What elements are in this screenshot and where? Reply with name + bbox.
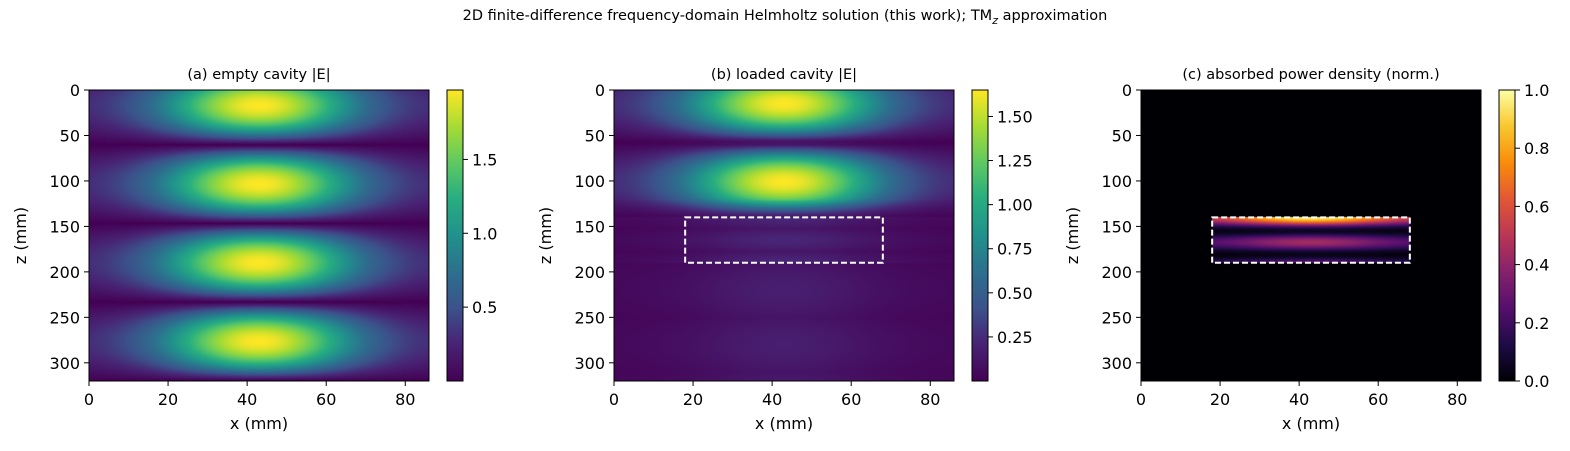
colorbar-tick-label: 1.5 bbox=[472, 150, 497, 169]
y-tick-label: 300 bbox=[574, 354, 605, 373]
x-tick-label: 60 bbox=[1368, 390, 1388, 409]
y-tick-label: 200 bbox=[49, 263, 80, 282]
colorbar-tick-label: 0.50 bbox=[997, 284, 1033, 303]
y-tick-label: 100 bbox=[1101, 172, 1132, 191]
x-axis-label: x (mm) bbox=[230, 414, 288, 433]
x-tick-label: 60 bbox=[316, 390, 336, 409]
y-tick-label: 0 bbox=[595, 81, 605, 100]
y-tick-label: 200 bbox=[574, 263, 605, 282]
y-tick-label: 0 bbox=[70, 81, 80, 100]
colorbar-gradient bbox=[971, 89, 989, 382]
x-tick-label: 20 bbox=[683, 390, 703, 409]
axes-frame bbox=[613, 89, 955, 382]
colorbar: 0.0 0.2 0.4 0.6 0.8 1.0 bbox=[1498, 81, 1549, 391]
colorbar-tick-label: 1.50 bbox=[997, 107, 1033, 126]
colorbar-tick-label: 0.2 bbox=[1524, 314, 1549, 333]
panel-absorbed-power: (c) absorbed power density (norm.) 0 20 40 6… bbox=[1063, 67, 1549, 433]
panel-empty-cavity: (a) empty cavity |E| 0 20 40 60 80 0 50 100 150 20… bbox=[11, 67, 497, 433]
x-tick-label: 60 bbox=[841, 390, 861, 409]
panel-title: (c) absorbed power density (norm.) bbox=[1182, 67, 1439, 83]
axes-frame bbox=[1140, 89, 1482, 382]
x-tick-label: 80 bbox=[1447, 390, 1467, 409]
x-tick-label: 20 bbox=[1210, 390, 1230, 409]
load-outline bbox=[684, 216, 884, 264]
colorbar-gradient bbox=[446, 89, 464, 382]
y-tick-label: 250 bbox=[574, 308, 605, 327]
suptitle-subscript: z bbox=[992, 13, 998, 27]
y-tick-label: 150 bbox=[574, 217, 605, 236]
y-tick-label: 250 bbox=[49, 308, 80, 327]
panel-loaded-cavity: (b) loaded cavity |E| 0 20 40 60 80 0 50 100 150 2… bbox=[536, 67, 1033, 433]
heatmap-image bbox=[614, 90, 954, 381]
panel-title: (b) loaded cavity |E| bbox=[711, 67, 857, 83]
colorbar-tick-label: 1.0 bbox=[472, 224, 497, 243]
y-tick-label: 300 bbox=[1101, 354, 1132, 373]
axes-frame bbox=[88, 89, 430, 382]
x-tick-label: 40 bbox=[237, 390, 257, 409]
heatmap-image bbox=[1141, 90, 1481, 381]
y-tick-label: 0 bbox=[1122, 81, 1132, 100]
x-axis-label: x (mm) bbox=[1282, 414, 1340, 433]
colorbar-tick-label: 1.00 bbox=[997, 196, 1033, 215]
y-tick-label: 150 bbox=[1101, 217, 1132, 236]
x-tick-label: 0 bbox=[84, 390, 94, 409]
y-tick-label: 50 bbox=[1112, 126, 1132, 145]
colorbar-tick-label: 0.0 bbox=[1524, 372, 1549, 391]
y-tick-label: 300 bbox=[49, 354, 80, 373]
figure-suptitle: 2D finite-difference frequency-domain He… bbox=[462, 8, 1108, 27]
y-axis-label: z (mm) bbox=[536, 207, 555, 264]
x-tick-label: 20 bbox=[158, 390, 178, 409]
x-tick-label: 40 bbox=[762, 390, 782, 409]
colorbar: 0.5 1.0 1.5 bbox=[446, 89, 497, 382]
colorbar-tick-label: 0.5 bbox=[472, 298, 497, 317]
colorbar-tick-label: 1.0 bbox=[1524, 81, 1549, 100]
colorbar-tick-label: 0.25 bbox=[997, 328, 1033, 347]
x-axis-label: x (mm) bbox=[755, 414, 813, 433]
load-outline bbox=[1211, 216, 1411, 264]
y-tick-label: 150 bbox=[49, 217, 80, 236]
colorbar-tick-label: 0.4 bbox=[1524, 256, 1549, 275]
colorbar-tick-label: 0.75 bbox=[997, 240, 1033, 259]
colorbar: 0.25 0.50 0.75 1.00 1.25 1.50 bbox=[971, 89, 1033, 382]
heatmap-image bbox=[89, 90, 429, 381]
colorbar-gradient bbox=[1498, 89, 1516, 382]
colorbar-tick-label: 1.25 bbox=[997, 152, 1033, 171]
colorbar-tick-label: 0.6 bbox=[1524, 197, 1549, 216]
x-tick-label: 0 bbox=[1136, 390, 1146, 409]
y-axis-label: z (mm) bbox=[1063, 207, 1082, 264]
y-tick-label: 50 bbox=[60, 126, 80, 145]
x-tick-label: 40 bbox=[1289, 390, 1309, 409]
x-tick-label: 80 bbox=[920, 390, 940, 409]
x-tick-label: 0 bbox=[609, 390, 619, 409]
y-tick-label: 100 bbox=[574, 172, 605, 191]
colorbar-tick-label: 0.8 bbox=[1524, 139, 1549, 158]
y-tick-label: 200 bbox=[1101, 263, 1132, 282]
x-tick-label: 80 bbox=[395, 390, 415, 409]
panel-title: (a) empty cavity |E| bbox=[187, 67, 330, 83]
y-tick-label: 50 bbox=[585, 126, 605, 145]
y-tick-label: 250 bbox=[1101, 308, 1132, 327]
y-tick-label: 100 bbox=[49, 172, 80, 191]
y-axis-label: z (mm) bbox=[11, 207, 30, 264]
